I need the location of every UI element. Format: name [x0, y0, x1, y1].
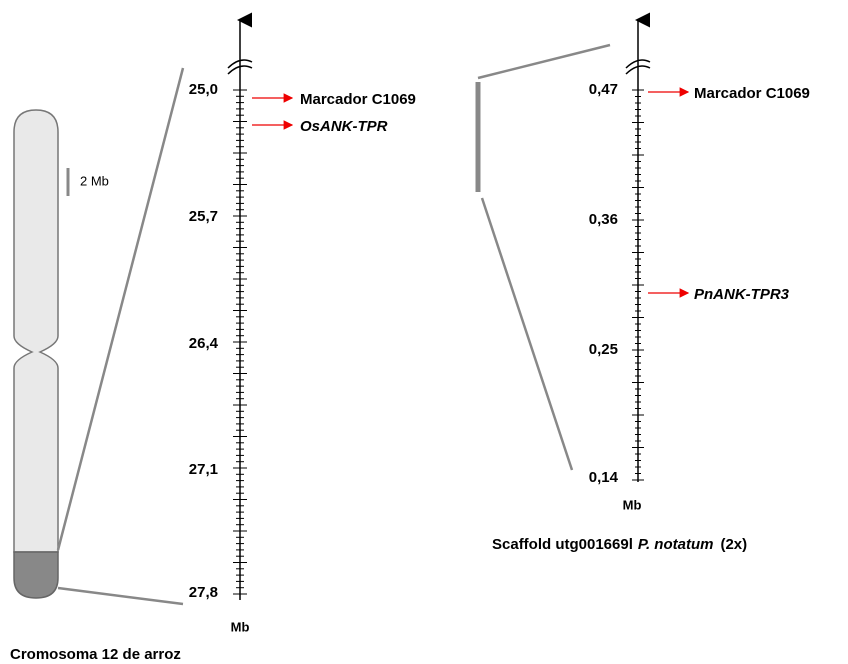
axis-break — [625, 59, 651, 75]
marker-label: Marcador C1069 — [694, 85, 810, 102]
caption-species: P. notatum — [638, 536, 714, 553]
scale-bar-label: 2 Mb — [80, 173, 109, 188]
zoom-line — [480, 197, 574, 471]
tick-label: 0,25 — [589, 341, 618, 358]
marker-label: PnANK-TPR3 — [694, 286, 790, 303]
tick-label: 0,36 — [589, 211, 618, 228]
tick-label: 0,14 — [589, 469, 619, 486]
unit-label: Mb — [231, 619, 250, 634]
caption-prefix: Scaffold utg001669l — [492, 536, 633, 553]
chromosome-region — [13, 551, 59, 599]
tick-label: 0,47 — [589, 81, 618, 98]
tick-label: 27,8 — [189, 584, 218, 601]
axis-break — [227, 59, 253, 75]
unit-label: Mb — [623, 497, 642, 512]
tick-label: 25,7 — [189, 208, 218, 225]
zoom-line — [477, 43, 611, 80]
tick-label: 25,0 — [189, 81, 218, 98]
tick-label: 27,1 — [189, 461, 218, 478]
zoom-line — [56, 67, 185, 551]
zoom-line — [57, 586, 184, 606]
caption: Scaffold utg001669l P. notatum (2x) — [492, 536, 747, 553]
marker-label: Marcador C1069 — [300, 91, 416, 108]
tick-label: 26,4 — [189, 335, 219, 352]
caption-suffix: (2x) — [720, 536, 747, 553]
caption: Cromosoma 12 de arroz — [10, 646, 181, 663]
chromosome — [13, 109, 59, 553]
marker-label: OsANK-TPR — [300, 118, 388, 135]
